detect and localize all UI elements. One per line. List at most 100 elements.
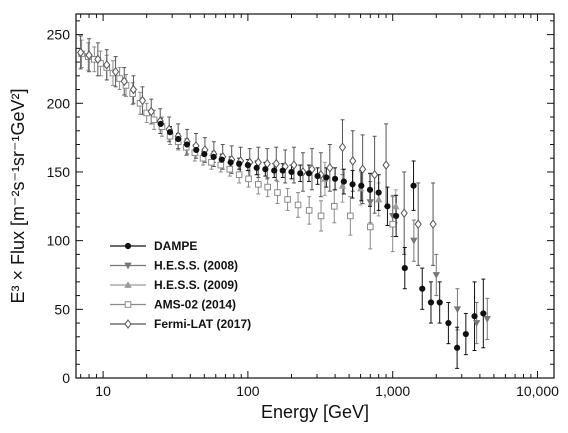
fermi-lat-2017-point — [111, 66, 120, 77]
y-tick-label: 0 — [62, 370, 70, 386]
ams-02-2014-point — [217, 161, 225, 169]
ams-02-2014-point — [317, 212, 325, 220]
y-tick-label: 200 — [47, 95, 71, 111]
y-tick-labels: 0 50 100 150 200 250 — [47, 27, 71, 386]
fermi-lat-2017-point — [338, 142, 347, 153]
dampe-point — [297, 170, 304, 177]
fermi-lat-2017-point — [138, 95, 147, 106]
y-axis-title: E³ × Flux [m⁻²s⁻¹sr⁻¹GeV²] — [8, 88, 28, 303]
h-e-s-s-2008-point — [453, 306, 462, 314]
h-e-s-s-2008-point — [483, 316, 491, 323]
dampe-point — [183, 141, 191, 148]
ams-02-2014-point — [330, 203, 338, 210]
fermi-lat-2017-point — [370, 169, 379, 180]
y-tick-label: 50 — [54, 301, 70, 317]
fermi-lat-2017-point — [400, 208, 408, 219]
dampe-point — [218, 156, 225, 163]
dampe-point — [462, 330, 469, 338]
dampe-point — [193, 146, 200, 154]
legend-label-fermi-lat-2017: Fermi-LAT (2017) — [154, 317, 251, 331]
legend: DAMPE H.E.S.S. (2008) H.E.S.S. (2009) AMS-0… — [110, 239, 251, 331]
ams-02-2014-point — [235, 171, 243, 179]
x-axis-title: Energy [GeV] — [261, 402, 369, 422]
dampe-point — [314, 172, 321, 180]
fermi-lat-2017-point — [77, 47, 85, 58]
dampe-point — [436, 299, 443, 306]
x-tick-label: 10,000 — [516, 383, 559, 399]
dampe-point — [157, 120, 164, 127]
h-e-s-s-2008-point — [432, 272, 440, 279]
fermi-lat-2017-point — [359, 164, 367, 175]
ams-02-2014-point — [347, 212, 354, 220]
legend-marker-h-e-s-s-2008 — [124, 262, 132, 270]
dampe-point — [227, 159, 234, 166]
dampe-point — [323, 174, 330, 181]
fermi-lat-2017-point — [94, 54, 102, 65]
fermi-lat-2017-point — [85, 50, 93, 61]
dampe-point — [244, 161, 251, 169]
dampe-point — [410, 182, 417, 189]
h-e-s-s-2009-point — [338, 181, 347, 189]
ams-02-2014-point — [366, 223, 374, 231]
dampe-point — [454, 344, 461, 351]
legend-marker-h-e-s-s-2009 — [124, 281, 132, 288]
fermi-lat-2017-point — [272, 158, 280, 169]
dampe-point — [340, 178, 347, 185]
x-tick-label: 1,000 — [375, 383, 410, 399]
error-bars — [78, 35, 490, 369]
ams-02-2014-point — [208, 159, 215, 166]
dampe-point — [375, 189, 382, 196]
dampe-point — [279, 167, 286, 174]
dampe-point — [401, 265, 408, 272]
ams-02-2014-point — [245, 175, 252, 183]
y-tick-label: 100 — [47, 233, 71, 249]
fermi-lat-2017-point — [147, 106, 155, 117]
dampe-point — [262, 166, 269, 173]
legend-label-dampe: DAMPE — [154, 239, 197, 253]
x-tick-label: 100 — [236, 383, 260, 399]
fermi-lat-2017-point — [382, 160, 390, 170]
ams-02-2014-point — [389, 220, 396, 228]
dampe-point — [419, 285, 426, 292]
ams-02-2014-point — [305, 207, 313, 214]
legend-marker-ams-02-2014 — [124, 301, 132, 308]
y-tick-label: 150 — [47, 164, 71, 180]
ams-02-2014-point — [226, 165, 234, 173]
legend-marker-dampe — [124, 242, 132, 250]
h-e-s-s-2008-point — [366, 199, 374, 207]
h-e-s-s-2008-point — [410, 237, 418, 245]
data-markers — [77, 47, 491, 351]
fermi-lat-2017-point — [129, 84, 138, 95]
ams-02-2014-point — [150, 116, 158, 124]
ams-02-2014-point — [284, 196, 291, 203]
dampe-point — [166, 129, 174, 136]
plot-frame — [75, 13, 555, 379]
fermi-lat-2017-point — [120, 76, 128, 87]
dampe-point — [445, 319, 452, 327]
dampe-point — [236, 160, 243, 167]
dampe-point — [471, 313, 478, 320]
fermi-lat-2017-point — [349, 156, 357, 166]
dampe-point — [480, 310, 487, 317]
dampe-point — [288, 168, 295, 176]
dampe-point — [349, 181, 356, 188]
dampe-point — [210, 153, 217, 160]
dampe-point — [253, 164, 260, 171]
ams-02-2014-point — [116, 75, 123, 82]
dampe-point — [427, 299, 435, 306]
dampe-point — [331, 175, 339, 182]
x-tick-label: 10 — [95, 383, 111, 399]
ams-02-2014-point — [294, 201, 302, 209]
dampe-point — [358, 182, 365, 189]
fermi-lat-2017-point — [103, 59, 111, 70]
dampe-point — [271, 167, 278, 174]
x-tick-labels: 10 100 1,000 10,000 — [95, 383, 559, 399]
legend-label-ams-02-2014: AMS-02 (2014) — [154, 298, 236, 312]
dampe-point — [305, 170, 313, 177]
h-e-s-s-2008-point — [472, 320, 481, 327]
ams-02-2014-point — [264, 183, 271, 191]
fermi-lat-2017-point — [290, 160, 298, 170]
dampe-point — [201, 151, 208, 158]
fermi-lat-2017-point — [326, 163, 334, 173]
